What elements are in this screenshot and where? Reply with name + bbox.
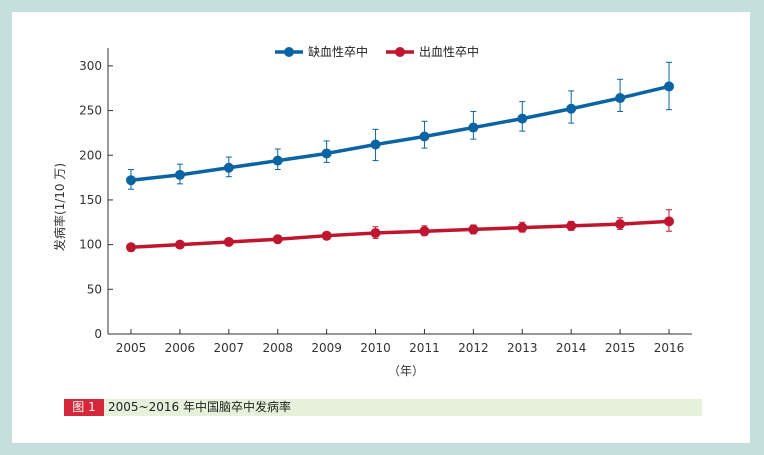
data-point	[321, 148, 332, 159]
figure-number-badge: 图 1	[64, 399, 104, 416]
data-point	[321, 230, 332, 241]
x-tick-label: 2009	[311, 341, 342, 355]
x-tick-label: 2016	[654, 341, 685, 355]
chart: 0 50 100 150 200 250 300 2005 2006 2007 2008 2009 20…	[52, 44, 692, 378]
x-tick-label: 2012	[458, 341, 489, 355]
data-point	[126, 175, 136, 186]
x-tick-label: 2008	[262, 341, 293, 355]
data-point	[272, 234, 283, 245]
legend: 缺血性卒中 出血性卒中	[275, 44, 479, 59]
legend-label: 出血性卒中	[419, 44, 479, 59]
data-point	[174, 239, 185, 250]
x-tick-label: 2010	[360, 341, 391, 355]
legend-marker	[395, 47, 405, 57]
x-tick-label: 2015	[605, 341, 636, 355]
data-point	[419, 131, 430, 142]
figure-caption: 图 1 2005~2016 年中国脑卒中发病率	[64, 399, 702, 416]
y-tick-label: 50	[87, 282, 102, 296]
data-point	[517, 222, 528, 233]
legend-item-ischemic: 缺血性卒中	[275, 44, 368, 59]
caption-text: 2005~2016 年中国脑卒中发病率	[108, 400, 291, 414]
figure-panel: 0 50 100 150 200 250 300 2005 2006 2007 2008 2009 20…	[12, 12, 750, 443]
x-tick-label: 2014	[556, 341, 587, 355]
data-point	[566, 103, 577, 114]
series-line	[130, 219, 670, 250]
data-point	[468, 224, 479, 235]
legend-marker	[284, 47, 294, 57]
y-tick-label: 150	[79, 193, 102, 207]
data-point	[566, 220, 577, 231]
y-tick-label: 0	[94, 327, 102, 341]
x-tick-label: 2013	[507, 341, 538, 355]
data-point	[126, 242, 136, 253]
data-point	[664, 81, 674, 92]
data-point	[370, 139, 381, 150]
y-tick-label: 250	[79, 104, 102, 118]
x-tick-label: 2011	[409, 341, 440, 355]
y-axis-label: 发病率(1/10 万)	[52, 163, 67, 251]
data-point	[517, 113, 528, 124]
y-tick-label: 100	[79, 238, 102, 252]
x-tick-label: 2005	[116, 341, 147, 355]
data-point	[223, 162, 234, 173]
x-tick-label: 2006	[165, 341, 196, 355]
legend-label: 缺血性卒中	[308, 44, 368, 59]
data-point	[370, 228, 381, 239]
data-point	[468, 122, 479, 133]
y-tick-label: 300	[79, 59, 102, 73]
data-point	[419, 226, 430, 237]
data-point	[664, 216, 674, 227]
series-layer	[126, 61, 674, 253]
axes: 0 50 100 150 200 250 300 2005 2006 2007 2008 2009 20…	[79, 48, 692, 355]
data-point	[223, 236, 234, 247]
x-axis-label: （年）	[388, 364, 424, 378]
series-ischemic	[126, 61, 674, 190]
data-point	[615, 219, 626, 230]
y-tick-label: 200	[79, 148, 102, 162]
series-line	[130, 84, 670, 183]
x-tick-label: 2007	[214, 341, 245, 355]
data-point	[272, 155, 283, 166]
data-point	[615, 93, 626, 104]
series-hemorrhagic	[126, 209, 674, 253]
legend-item-hemorrhagic: 出血性卒中	[386, 44, 479, 59]
data-point	[174, 169, 185, 180]
